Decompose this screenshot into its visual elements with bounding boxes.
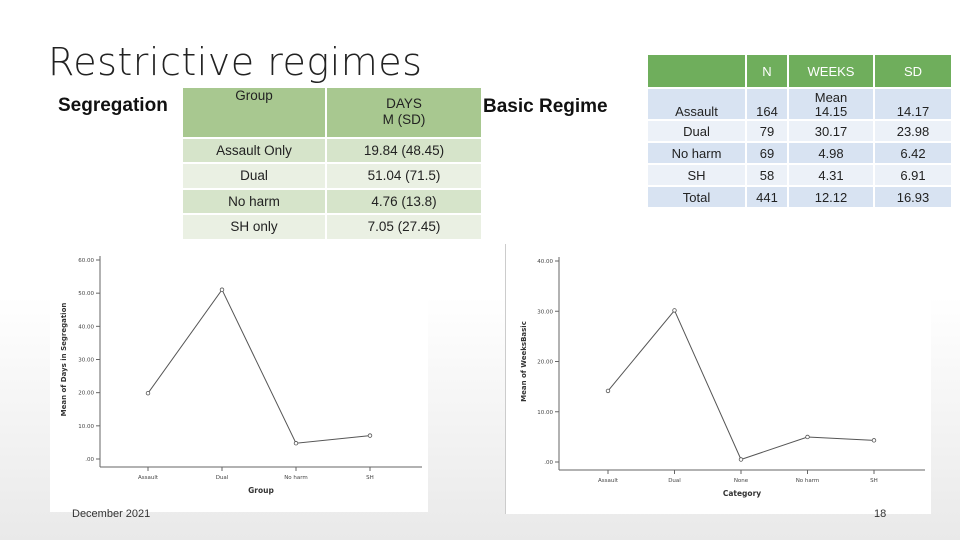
x-axis-title: Category [723,489,761,498]
table-row: Assault Only 19.84 (48.45) [183,139,481,162]
basic-cell: 4.98 [789,143,873,163]
basic-header-n: N [747,55,787,87]
y-tick-label: 30.00 [78,358,94,364]
page-number: 18 [874,508,887,520]
table-row: Assault 164 Mean 14.15 14.17 [648,89,951,119]
basic-cell: 23.98 [875,121,951,141]
basic-cell: 14.15 [814,104,848,119]
seg-cell: Dual [183,164,325,188]
data-point [219,287,225,292]
y-tick-label: 50.00 [78,291,94,297]
y-tick-label: 40.00 [537,259,553,265]
seg-cell: No harm [183,190,325,213]
data-point [871,438,877,443]
basic-cell: 58 [747,165,787,185]
seg-cell: 4.76 (13.8) [327,190,481,213]
table-row: Total 441 12.12 16.93 [648,187,951,207]
y-tick-label: 30.00 [537,309,553,315]
basic-cell: SH [648,165,745,185]
basic-header-sd: SD [875,55,951,87]
series-line [147,288,371,444]
y-axis-title: Mean of Days in Segregation [60,303,68,417]
seg-cell: Assault Only [183,139,325,162]
y-tick-label: 10.00 [78,424,94,430]
basic-regime-table: N WEEKS SD Assault 164 Mean 14.15 14.17 … [646,53,953,209]
y-tick-label: 60.00 [78,258,94,264]
basic-cell: 6.91 [875,165,951,185]
basic-cell-mean: Mean 14.15 [789,89,873,119]
seg-cell: 19.84 (48.45) [327,139,481,162]
data-point [145,390,151,396]
data-point [367,433,373,438]
y-tick-label: 40.00 [78,324,94,330]
segregation-line-chart: .00 10.00 20.00 30.00 40.00 50.00 60.00 Assault… [60,256,422,495]
seg-cell: 7.05 (27.45) [327,215,481,239]
basic-line-chart: .00 10.00 20.00 30.00 40.00 Assault Dual None No… [520,257,925,498]
basic-header-weeks: WEEKS [789,55,873,87]
x-tick-label: Assault [138,475,159,481]
table-row: Dual 79 30.17 23.98 [648,121,951,141]
y-tick-label: .00 [85,457,94,463]
data-point [672,308,677,313]
basic-cell: Dual [648,121,745,141]
basic-cell: 164 [747,89,787,119]
table-row: No harm 69 4.98 6.42 [648,143,951,163]
slide-title: Restrictive regimes [48,40,423,84]
data-point [605,388,611,394]
x-axis-title: Group [248,486,274,495]
data-point [738,457,744,462]
basic-cell: Total [648,187,745,207]
segregation-chart-panel: .00 10.00 20.00 30.00 40.00 50.00 60.00 Assault… [50,244,428,512]
basic-cell: 12.12 [789,187,873,207]
table-row: Dual 51.04 (71.5) [183,164,481,188]
basic-cell: 14.17 [875,89,951,119]
seg-header-group: Group [183,88,325,137]
basic-header-blank [648,55,745,87]
basic-cell: 4.31 [789,165,873,185]
data-point [805,434,810,440]
segregation-label: Segregation [58,95,168,116]
y-tick-label: 20.00 [537,360,553,366]
x-tick-label: No harm [796,478,820,484]
basic-chart-panel: .00 10.00 20.00 30.00 40.00 Assault Dual None No… [505,244,931,514]
basic-cell: Assault [648,89,745,119]
table-row: No harm 4.76 (13.8) [183,190,481,213]
seg-header-days: DAYS M (SD) [327,88,481,137]
basic-regime-label: Basic Regime [483,96,608,117]
y-axis-title: Mean of WeeksBasic [520,321,528,402]
basic-cell: No harm [648,143,745,163]
x-tick-label: SH [870,478,878,484]
x-tick-label: No harm [284,475,308,481]
y-tick-label: .00 [544,460,553,466]
x-tick-label: None [734,478,749,484]
series-line [607,309,875,461]
data-point [293,441,299,446]
footer-date: December 2021 [72,508,151,520]
y-tick-label: 10.00 [537,410,553,416]
x-tick-label: Dual [216,475,229,481]
x-tick-label: Assault [598,478,619,484]
basic-cell: 6.42 [875,143,951,163]
seg-cell: 51.04 (71.5) [327,164,481,188]
basic-cell: 16.93 [875,187,951,207]
seg-cell: SH only [183,215,325,239]
segregation-table: Group DAYS M (SD) Assault Only 19.84 (48… [181,86,483,241]
basic-cell: 79 [747,121,787,141]
table-row: SH 58 4.31 6.91 [648,165,951,185]
basic-cell: 30.17 [789,121,873,141]
x-tick-label: Dual [668,478,681,484]
basic-cell: 69 [747,143,787,163]
table-row: SH only 7.05 (27.45) [183,215,481,239]
y-tick-label: 20.00 [78,391,94,397]
basic-cell: 441 [747,187,787,207]
x-tick-label: SH [366,475,374,481]
mean-subheader: Mean [814,90,848,105]
